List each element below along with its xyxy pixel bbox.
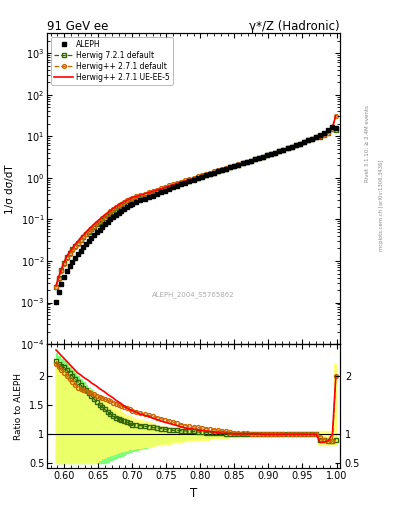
Herwig 7.2.1 default [146, 192, 151, 198]
ALEPH [105, 219, 110, 225]
Herwig 7.2.1 default [142, 194, 147, 200]
Herwig 7.2.1 default [248, 158, 253, 164]
Text: Rivet 3.1.10; ≥ 2.4M events: Rivet 3.1.10; ≥ 2.4M events [365, 105, 370, 182]
Herwig 7.2.1 default [330, 126, 335, 132]
Herwig 7.2.1 default [199, 174, 204, 180]
Herwig++ 2.7.1 UE-EE-5 [199, 173, 204, 179]
Y-axis label: 1/σ dσ/dT: 1/σ dσ/dT [5, 164, 15, 214]
Herwig++ 2.7.1 default [142, 190, 147, 197]
Text: 91 GeV ee: 91 GeV ee [47, 20, 108, 33]
Herwig++ 2.7.1 UE-EE-5 [54, 283, 59, 289]
Line: Herwig++ 2.7.1 UE-EE-5: Herwig++ 2.7.1 UE-EE-5 [56, 116, 336, 286]
Y-axis label: Ratio to ALEPH: Ratio to ALEPH [15, 373, 24, 440]
Herwig 7.2.1 default [54, 284, 59, 290]
Herwig 7.2.1 default [334, 127, 338, 133]
Herwig++ 2.7.1 default [111, 206, 116, 212]
ALEPH [146, 194, 151, 200]
Herwig++ 2.7.1 UE-EE-5 [248, 158, 253, 164]
Herwig++ 2.7.1 default [146, 189, 151, 196]
ALEPH [111, 214, 116, 220]
Herwig++ 2.7.1 UE-EE-5 [105, 209, 110, 216]
Herwig 7.2.1 default [105, 213, 110, 219]
Herwig++ 2.7.1 default [199, 172, 204, 178]
ALEPH [142, 196, 147, 202]
Herwig++ 2.7.1 UE-EE-5 [146, 189, 151, 196]
Text: mcplots.cern.ch [arXiv:1306.3436]: mcplots.cern.ch [arXiv:1306.3436] [379, 159, 384, 250]
ALEPH [199, 174, 204, 180]
Text: γ*/Z (Hadronic): γ*/Z (Hadronic) [249, 20, 340, 33]
Herwig++ 2.7.1 UE-EE-5 [111, 205, 116, 211]
Herwig++ 2.7.1 default [54, 284, 59, 290]
X-axis label: T: T [190, 487, 197, 500]
Herwig++ 2.7.1 UE-EE-5 [142, 191, 147, 197]
Herwig++ 2.7.1 default [105, 210, 110, 217]
Herwig++ 2.7.1 default [334, 113, 338, 119]
Herwig++ 2.7.1 UE-EE-5 [334, 113, 338, 119]
Legend: ALEPH, Herwig 7.2.1 default, Herwig++ 2.7.1 default, Herwig++ 2.7.1 UE-EE-5: ALEPH, Herwig 7.2.1 default, Herwig++ 2.… [51, 37, 173, 85]
Herwig 7.2.1 default [111, 209, 116, 216]
ALEPH [334, 125, 338, 132]
Line: ALEPH: ALEPH [54, 124, 338, 304]
ALEPH [248, 158, 253, 164]
ALEPH [54, 298, 59, 305]
Line: Herwig++ 2.7.1 default: Herwig++ 2.7.1 default [54, 114, 338, 289]
ALEPH [330, 123, 335, 130]
Text: ALEPH_2004_S5765862: ALEPH_2004_S5765862 [152, 291, 235, 298]
Herwig++ 2.7.1 default [248, 158, 253, 164]
Line: Herwig 7.2.1 default: Herwig 7.2.1 default [54, 127, 338, 289]
